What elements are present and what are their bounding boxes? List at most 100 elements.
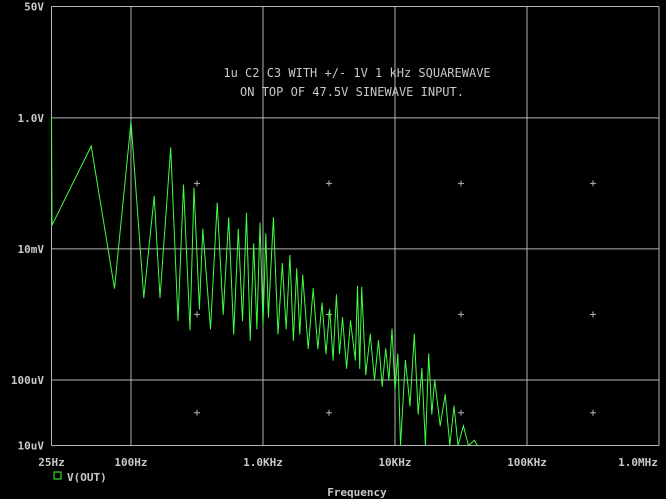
data-point: [193, 187, 195, 189]
data-point: [329, 308, 331, 310]
legend-marker-square-icon: [53, 471, 62, 480]
data-point: [457, 445, 459, 446]
data-point: [90, 145, 92, 147]
data-point: [272, 217, 274, 219]
data-point: [388, 379, 390, 381]
data-point: [399, 445, 401, 446]
x-tick-label: 10KHz: [378, 456, 411, 469]
data-point: [285, 328, 287, 330]
data-point: [267, 316, 269, 318]
series-line-vout: [51, 117, 478, 447]
data-point: [302, 274, 304, 276]
data-point: [256, 328, 258, 330]
y-tick-label: 10uV: [18, 440, 45, 453]
data-point: [325, 353, 327, 355]
y-tick-label: 1.0V: [18, 112, 45, 125]
data-point: [262, 324, 264, 326]
data-point: [130, 121, 132, 123]
x-tick-label: 100KHz: [507, 456, 547, 469]
plot-area: [51, 117, 478, 447]
data-point: [359, 367, 361, 369]
data-point: [237, 228, 239, 230]
data-point: [385, 348, 387, 350]
x-axis-label: Frequency: [327, 486, 387, 499]
data-point: [346, 367, 348, 369]
data-point: [312, 287, 314, 289]
data-point: [339, 353, 341, 355]
data-point: [317, 348, 319, 350]
legend-label-vout[interactable]: V(OUT): [67, 471, 107, 484]
x-tick-label: 100Hz: [114, 456, 147, 469]
data-point: [397, 353, 399, 355]
data-point: [296, 268, 298, 270]
data-point: [259, 222, 261, 224]
data-point: [249, 340, 251, 342]
annotation-line-1: 1u C2 C3 WITH +/- 1V 1 kHz SQUAREWAVE: [223, 66, 490, 80]
data-point: [189, 329, 191, 331]
data-point: [321, 302, 323, 304]
x-tick-label: 25Hz: [38, 456, 65, 469]
data-point: [209, 328, 211, 330]
data-point: [245, 212, 247, 214]
data-point: [198, 308, 200, 310]
data-point: [434, 379, 436, 381]
data-point: [467, 445, 469, 446]
data-point: [404, 359, 406, 361]
data-point: [143, 297, 145, 299]
data-point: [299, 333, 301, 335]
data-point: [431, 413, 433, 415]
data-point: [369, 333, 371, 335]
data-point: [51, 224, 53, 226]
data-point: [170, 147, 172, 149]
data-point: [289, 254, 291, 256]
data-point: [476, 445, 478, 446]
data-point: [242, 320, 244, 322]
data-point: [183, 184, 185, 186]
x-tick-label: 1.0MHz: [618, 456, 658, 469]
data-point: [233, 333, 235, 335]
data-point: [159, 297, 161, 299]
annotation-line-2: ON TOP OF 47.5V SINEWAVE INPUT.: [240, 85, 464, 99]
data-point: [428, 353, 430, 355]
data-point: [277, 333, 279, 335]
data-point: [253, 243, 255, 245]
data-point: [413, 333, 415, 335]
data-point: [449, 445, 451, 446]
data-point: [361, 286, 363, 288]
data-point: [444, 394, 446, 396]
data-point: [349, 320, 351, 322]
data-point: [228, 217, 230, 219]
data-point: [377, 340, 379, 342]
x-tick-label: 1.0KHz: [243, 456, 283, 469]
data-point: [265, 233, 267, 235]
tick-labels: 25Hz 100Hz 1.0KHz 10KHz 100KHz 1.0MHz 50V 1.0V 1…: [11, 1, 658, 470]
data-point: [424, 445, 426, 446]
data-point: [409, 405, 411, 407]
data-point: [281, 262, 283, 264]
data-point: [453, 405, 455, 407]
data-point: [381, 385, 383, 387]
data-point: [177, 320, 179, 322]
data-point: [391, 328, 393, 330]
data-point: [354, 359, 356, 361]
data-point: [421, 367, 423, 369]
data-point: [374, 379, 376, 381]
data-point: [439, 425, 441, 427]
data-point: [365, 374, 367, 376]
data-point: [332, 359, 334, 361]
data-point: [216, 202, 218, 204]
data-point: [394, 389, 396, 391]
data-point: [307, 348, 309, 350]
data-point: [222, 313, 224, 315]
data-point: [51, 117, 52, 119]
data-point: [462, 425, 464, 427]
data-point: [341, 316, 343, 318]
data-point: [473, 439, 475, 441]
data-point: [153, 195, 155, 197]
data-point: [335, 294, 337, 296]
y-tick-label: 50V: [24, 1, 44, 14]
data-point: [113, 287, 115, 289]
data-point: [202, 228, 204, 230]
data-point: [417, 413, 419, 415]
